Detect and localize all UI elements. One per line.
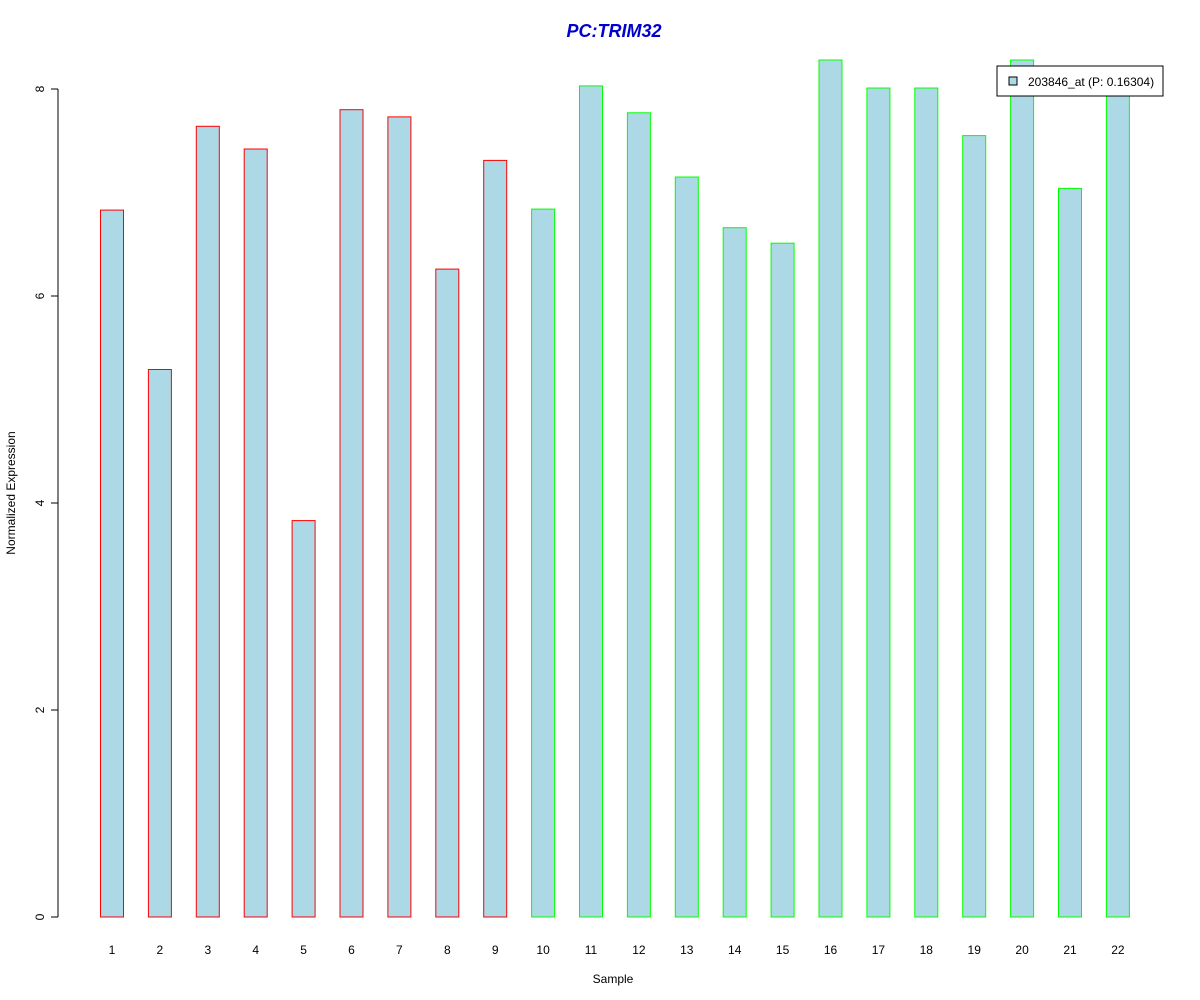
chart-title: PC:TRIM32 [566, 21, 661, 41]
bar-sample-1 [100, 209, 124, 918]
bar-sample-2 [147, 369, 172, 918]
bar-sample-16 [818, 59, 843, 918]
x-tick-label: 13 [680, 943, 694, 957]
y-tick-label: 0 [33, 913, 47, 920]
bar-sample-5 [291, 520, 316, 918]
bar-sample-11 [579, 85, 603, 918]
bars-group [100, 59, 1130, 918]
y-axis-title: Normalized Expression [4, 431, 18, 554]
bar-sample-7 [387, 116, 412, 918]
x-tick-label: 8 [444, 943, 451, 957]
legend-box [996, 65, 1164, 97]
x-tick-label: 21 [1063, 943, 1077, 957]
bar-sample-19 [962, 135, 987, 918]
bar-sample-3 [195, 125, 220, 918]
x-tick-label: 7 [396, 943, 403, 957]
x-tick-label: 5 [300, 943, 307, 957]
bar-sample-21 [1058, 187, 1082, 918]
bar-sample-20 [1010, 59, 1035, 918]
legend-label: 203846_at (P: 0.16304) [1028, 75, 1154, 89]
bar-sample-22 [1105, 88, 1130, 918]
x-tick-label: 2 [157, 943, 164, 957]
x-tick-label: 10 [536, 943, 550, 957]
y-axis: 0 2 4 6 8 [33, 85, 59, 920]
x-tick-label: 15 [776, 943, 790, 957]
x-tick-label: 20 [1015, 943, 1029, 957]
x-tick-label: 11 [585, 943, 598, 957]
y-tick-label: 6 [33, 292, 47, 299]
bar-sample-10 [531, 208, 556, 918]
x-tick-label: 6 [348, 943, 355, 957]
x-tick-label: 9 [492, 943, 499, 957]
x-tick-label: 19 [968, 943, 982, 957]
bar-sample-12 [626, 112, 651, 918]
x-tick-label: 16 [824, 943, 838, 957]
x-tick-label: 14 [728, 943, 742, 957]
x-tick-label: 22 [1111, 943, 1125, 957]
x-axis-title: Sample [593, 972, 634, 986]
x-tick-label: 3 [204, 943, 211, 957]
bar-sample-6 [339, 109, 364, 918]
bar-sample-4 [243, 148, 268, 918]
legend-swatch [1008, 76, 1018, 86]
x-tick-label: 12 [632, 943, 646, 957]
x-tick-label: 18 [920, 943, 934, 957]
bar-sample-18 [914, 87, 939, 918]
bar-sample-14 [722, 227, 747, 918]
bar-sample-17 [866, 87, 891, 918]
x-tick-label: 17 [872, 943, 886, 957]
bar-sample-13 [674, 176, 699, 918]
legend: 203846_at (P: 0.16304) [996, 65, 1164, 97]
y-tick-label: 2 [33, 706, 47, 713]
y-tick-label: 8 [33, 85, 47, 92]
bar-sample-9 [483, 159, 508, 918]
x-tick-label: 4 [252, 943, 259, 957]
x-tick-labels: 1 2 3 4 5 6 7 8 9 10 11 12 13 14 15 16 17 18 19 20 21 22 [109, 943, 1125, 957]
bar-sample-15 [770, 242, 795, 918]
x-tick-label: 1 [109, 943, 116, 957]
y-tick-label: 4 [33, 499, 47, 506]
bar-sample-8 [435, 268, 460, 918]
